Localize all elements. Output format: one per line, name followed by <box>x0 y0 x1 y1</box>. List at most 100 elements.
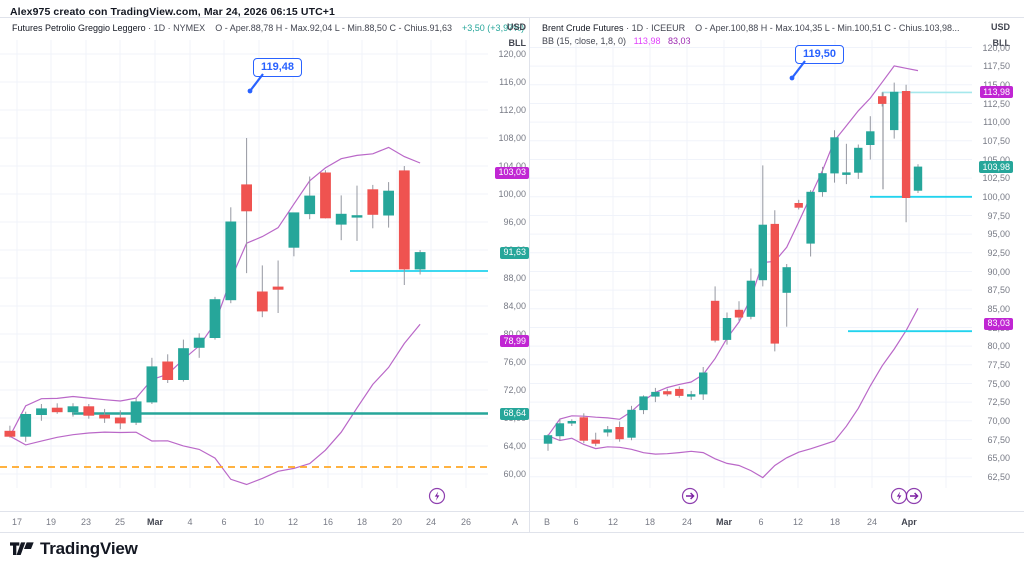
time-tick: 20 <box>391 517 403 527</box>
ohlc-values-a: O - Aper.88,78 H - Max.92,04 L - Min.88,… <box>215 23 452 33</box>
price-tick: 95,00 <box>987 229 1010 240</box>
time-scale-a[interactable]: A 17 19 23 25 Mar 4 6 10 12 16 18 20 24 26 <box>0 511 530 533</box>
time-tick: 19 <box>45 517 57 527</box>
time-scale-b[interactable]: B 6 12 18 24 Mar 6 12 18 24 Apr <box>530 511 1024 533</box>
price-tag[interactable]: 91,63 <box>500 246 529 259</box>
price-tick: 60,00 <box>503 469 526 479</box>
time-tick: 26 <box>460 517 472 527</box>
time-tick: 12 <box>607 517 619 527</box>
price-unit-b-2: BLL <box>992 38 1011 48</box>
price-tick: 84,00 <box>503 301 526 311</box>
price-tick: 97,50 <box>987 210 1010 221</box>
price-tick: 120,00 <box>982 42 1010 53</box>
price-tick: 102,50 <box>982 173 1010 184</box>
panel-divider <box>529 18 530 533</box>
price-tick: 87,50 <box>987 285 1010 296</box>
price-tick: 110,00 <box>983 117 1010 128</box>
time-tick: 23 <box>80 517 92 527</box>
time-tick: Mar <box>715 517 733 527</box>
price-tick: 116,00 <box>499 77 526 87</box>
symbol-name-a[interactable]: Futures Petrolio Greggio Leggero <box>12 23 146 33</box>
time-tick: 12 <box>792 517 804 527</box>
time-tick: 4 <box>187 517 193 527</box>
tradingview-logo[interactable]: TradingView <box>10 539 138 559</box>
change-value-a: +3,50 (+3,97%) <box>462 23 525 33</box>
price-tick: 120,00 <box>498 49 526 59</box>
legend-a[interactable]: Futures Petrolio Greggio Leggero · 1D · … <box>12 22 524 35</box>
symbol-name-b[interactable]: Brent Crude Futures <box>542 23 624 33</box>
price-tick: 70,00 <box>987 415 1010 426</box>
time-tick: 25 <box>114 517 126 527</box>
legend-b[interactable]: Brent Crude Futures · 1D · ICEEUR O - Ap… <box>542 22 959 48</box>
price-tick: 72,00 <box>503 385 526 395</box>
price-tick: 62,50 <box>987 471 1010 482</box>
event-badge-undefined[interactable] <box>681 487 699 505</box>
price-scale-a[interactable]: USD BLL 120,00116,00112,00108,00104,0010… <box>488 18 530 533</box>
interval-b[interactable]: 1D <box>631 23 644 33</box>
price-tick: 72,50 <box>987 397 1010 408</box>
chart-canvas-a[interactable] <box>0 18 488 511</box>
price-tick: 65,00 <box>987 453 1010 464</box>
price-tick: 90,00 <box>987 266 1010 277</box>
indicator-name-b[interactable]: BB (15, close, 1,8, 0) <box>542 36 627 46</box>
indicator-value-upper-b: 113,98 <box>633 36 661 46</box>
price-tag[interactable]: 103,98 <box>979 161 1013 174</box>
time-tick: 24 <box>425 517 437 527</box>
ohlc-values-b: O - Aper.100,88 H - Max.104,35 L - Min.1… <box>695 23 960 33</box>
price-tag[interactable]: 68,64 <box>500 407 529 420</box>
legend-sep-a1: · <box>148 23 154 33</box>
price-tag[interactable]: 83,03 <box>984 317 1013 330</box>
price-scale-b[interactable]: USD BLL 120,00 117,50 115,00 112,50 110,00 10… <box>972 18 1014 533</box>
time-tick: Mar <box>146 517 164 527</box>
indicator-value-lower-b: 83,03 <box>668 36 691 46</box>
time-tick: 6 <box>758 517 764 527</box>
legend-sep-b2: · <box>645 23 652 33</box>
price-callout-a[interactable]: 119,48 <box>253 58 303 77</box>
price-callout-b[interactable]: 119,50 <box>795 45 845 64</box>
legend-sep-a2: · <box>167 23 174 33</box>
price-tick: 76,00 <box>503 357 526 367</box>
exchange-a: NYMEX <box>173 23 206 33</box>
price-tick: 85,00 <box>987 303 1010 314</box>
price-tick: 115,00 <box>983 79 1010 90</box>
price-tick: 88,00 <box>503 273 526 283</box>
time-tick: 16 <box>322 517 334 527</box>
time-tick: 6 <box>573 517 579 527</box>
attribution-text: Alex975 creato con TradingView.com, Mar … <box>10 6 335 18</box>
axis-corner-b[interactable]: B <box>544 517 551 527</box>
price-tick: 112,00 <box>499 105 526 115</box>
tradingview-wordmark: TradingView <box>40 539 138 558</box>
price-tick: 108,00 <box>498 133 526 143</box>
exchange-b: ICEEUR <box>651 23 686 33</box>
legend-b-line2: BB (15, close, 1,8, 0) 113,98 83,03 <box>542 35 959 48</box>
callout-tail-a <box>247 73 264 94</box>
event-badge-undefined[interactable] <box>890 487 923 505</box>
price-tick: 107,50 <box>982 135 1010 146</box>
time-tick: 18 <box>644 517 656 527</box>
event-badge-undefined[interactable] <box>428 487 446 505</box>
price-tag[interactable]: 113,98 <box>980 86 1013 99</box>
price-tick: 104,00 <box>490 161 526 171</box>
price-tick: 96,00 <box>503 217 526 227</box>
time-tick: 18 <box>356 517 368 527</box>
price-tag[interactable]: 103,03 <box>495 166 529 179</box>
price-tick: 67,50 <box>987 434 1010 445</box>
chart-panel-b[interactable]: Brent Crude Futures · 1D · ICEEUR O - Ap… <box>530 18 1024 533</box>
price-tick: 77,50 <box>987 359 1010 370</box>
axis-corner-a[interactable]: A <box>511 517 518 527</box>
chart-canvas-b[interactable] <box>530 18 972 511</box>
price-unit-a-2: BLL <box>508 38 527 48</box>
price-tag[interactable]: 78,99 <box>500 335 529 348</box>
price-tick: 80,00 <box>987 341 1010 352</box>
time-tick: 12 <box>287 517 299 527</box>
chart-panel-a[interactable]: Futures Petrolio Greggio Leggero · 1D · … <box>0 18 530 533</box>
time-tick: 18 <box>829 517 841 527</box>
price-tick: 117,50 <box>983 61 1010 72</box>
time-tick: 24 <box>866 517 878 527</box>
price-tick: 105,00 <box>982 154 1010 165</box>
legend-b-line1: Brent Crude Futures · 1D · ICEEUR O - Ap… <box>542 22 959 35</box>
price-tick: 80,00 <box>503 329 526 339</box>
time-tick: Apr <box>901 517 917 527</box>
time-tick: 17 <box>11 517 23 527</box>
interval-a[interactable]: 1D <box>153 23 166 33</box>
